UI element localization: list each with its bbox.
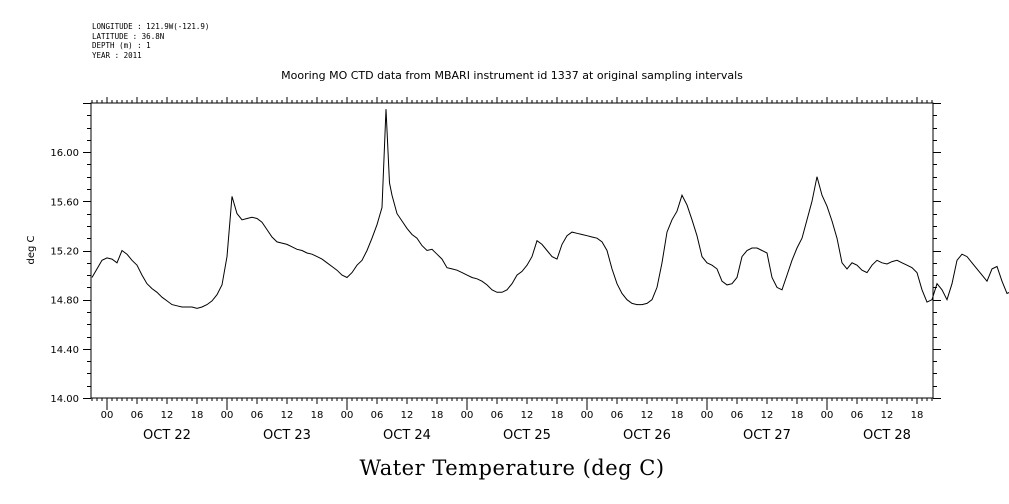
x-tick-label: 06 [611,410,624,421]
x-tick-label: 18 [911,410,924,421]
axis-ticks [83,97,941,410]
x-tick-label: 06 [731,410,744,421]
y-tick-label: 14.40 [50,345,79,356]
day-label: OCT 26 [623,428,671,443]
day-label: OCT 23 [263,428,311,443]
x-tick-label: 06 [131,410,144,421]
day-labels: OCT 22 OCT 23 OCT 24 OCT 25 OCT 26 OCT 27 OCT … [143,428,911,443]
x-tick-label: 18 [431,410,444,421]
x-tick-label: 18 [791,410,804,421]
x-axis-label: Water Temperature (deg C) [359,456,664,480]
day-label: OCT 28 [863,428,911,443]
x-tick-label: 12 [761,410,774,421]
x-tick-label: 12 [521,410,534,421]
x-tick-label: 00 [701,410,714,421]
x-tick-label: 18 [191,410,204,421]
longitude-label: LONGITUDE : 121.9W(-121.9) [92,22,210,31]
day-label: OCT 22 [143,428,191,443]
x-tick-label: 12 [281,410,294,421]
x-tick-labels: 00 06 12 18 00 06 12 18 00 06 12 18 00 06 12 18 00 06 12 18… [101,410,924,421]
day-label: OCT 24 [383,428,431,443]
y-tick-label: 15.20 [50,247,79,258]
year-label: YEAR : 2011 [92,50,142,60]
x-tick-label: 06 [251,410,264,421]
x-tick-label: 06 [371,410,384,421]
x-tick-label: 00 [581,410,594,421]
header-metadata: LONGITUDE : 121.9W(-121.9) LATITUDE : 36… [92,22,209,60]
x-tick-label: 00 [461,410,474,421]
chart-title: Mooring MO CTD data from MBARI instrumen… [281,69,743,82]
depth-label: DEPTH (m) : 1 [92,41,151,50]
x-tick-label: 12 [401,410,414,421]
y-tick-label: 14.00 [50,394,79,405]
series-line [91,109,1009,309]
y-tick-labels: 14.00 14.40 14.80 15.20 15.60 16.00 [50,148,79,405]
x-tick-label: 06 [491,410,504,421]
y-tick-label: 14.80 [50,296,79,307]
x-tick-label: 12 [881,410,894,421]
y-tick-label: 15.60 [50,197,79,208]
x-tick-label: 06 [851,410,864,421]
x-tick-label: 12 [641,410,654,421]
x-tick-label: 18 [551,410,564,421]
y-tick-label: 16.00 [50,148,79,159]
plot-frame [90,102,934,399]
x-tick-label: 00 [101,410,114,421]
latitude-label: LATITUDE : 36.8N [92,31,165,41]
x-tick-label: 00 [341,410,354,421]
x-tick-label: 18 [671,410,684,421]
day-label: OCT 25 [503,428,551,443]
x-tick-label: 00 [821,410,834,421]
x-tick-label: 12 [161,410,174,421]
y-axis-label: deg C [26,235,37,264]
x-tick-label: 18 [311,410,324,421]
x-tick-label: 00 [221,410,234,421]
day-label: OCT 27 [743,428,791,443]
